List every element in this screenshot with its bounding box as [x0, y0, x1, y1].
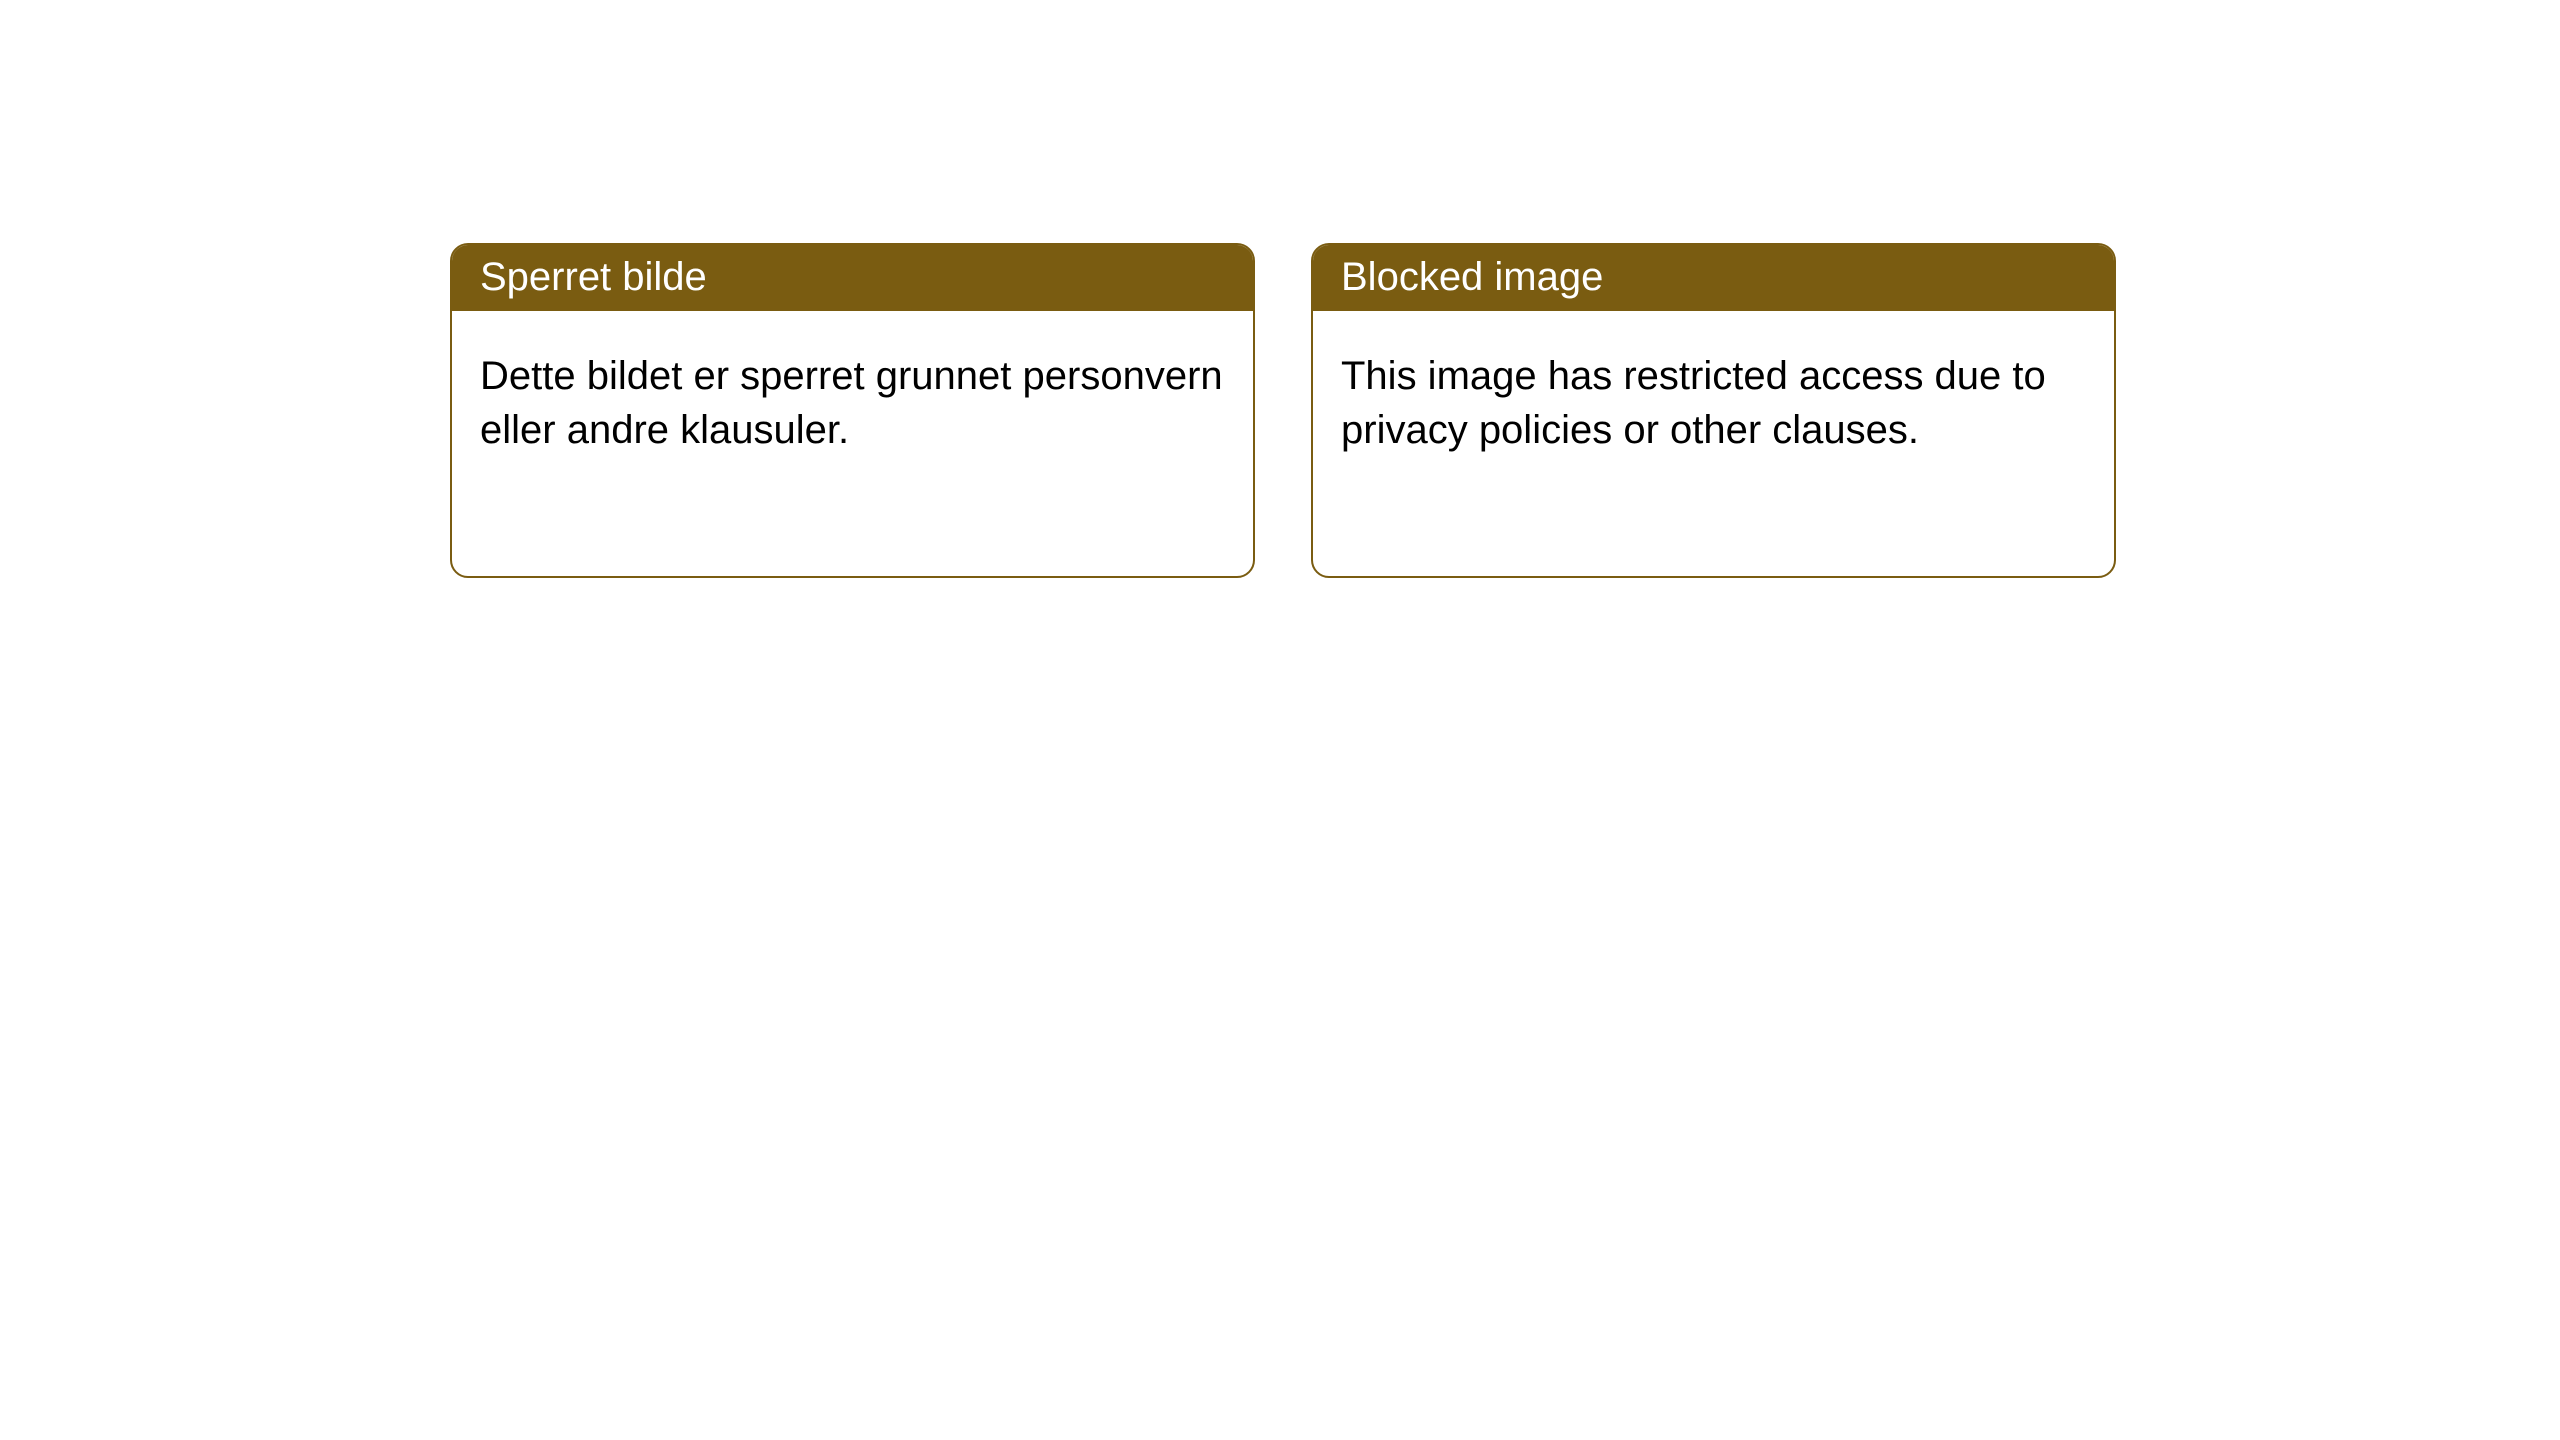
notice-card-norwegian: Sperret bilde Dette bildet er sperret gr…: [450, 243, 1255, 578]
notice-card-english: Blocked image This image has restricted …: [1311, 243, 2116, 578]
notice-container: Sperret bilde Dette bildet er sperret gr…: [0, 0, 2560, 578]
notice-body: Dette bildet er sperret grunnet personve…: [452, 311, 1253, 477]
notice-header: Sperret bilde: [452, 245, 1253, 311]
notice-body: This image has restricted access due to …: [1313, 311, 2114, 477]
notice-header: Blocked image: [1313, 245, 2114, 311]
